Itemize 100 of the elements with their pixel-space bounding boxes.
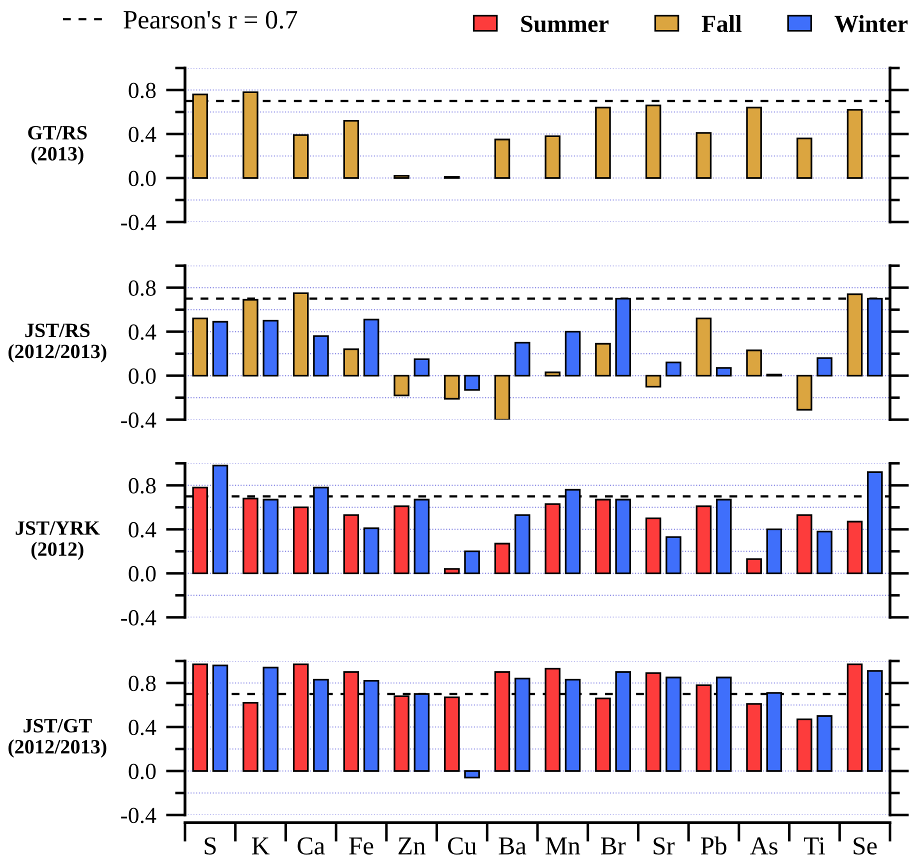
bar xyxy=(544,503,560,574)
bar xyxy=(544,372,560,376)
bar xyxy=(514,514,530,574)
bar xyxy=(666,362,682,376)
bar xyxy=(846,520,863,574)
bar xyxy=(494,138,510,179)
bar xyxy=(696,505,712,574)
bar xyxy=(494,374,510,420)
y-tick-label: 0.8 xyxy=(128,676,156,692)
bar xyxy=(766,528,782,574)
x-tick-label: Ba xyxy=(498,838,526,855)
y-tick-label: -0.4 xyxy=(121,610,156,626)
bar xyxy=(343,514,360,574)
y-tick-label: -0.4 xyxy=(121,808,156,824)
legend-label: Summer xyxy=(521,16,609,32)
bar xyxy=(816,357,832,376)
bar xyxy=(816,530,832,574)
y-axis-title: JST/RS (2012/2013) xyxy=(8,324,106,362)
bar xyxy=(444,374,460,400)
bar xyxy=(746,703,762,772)
bar xyxy=(867,471,883,574)
bar xyxy=(696,132,712,179)
bar xyxy=(414,358,430,376)
bar xyxy=(666,536,682,574)
y-tick-label: 0.0 xyxy=(128,170,156,186)
bar xyxy=(212,320,228,376)
bar xyxy=(494,542,510,574)
bar xyxy=(595,106,611,179)
bar xyxy=(212,464,228,574)
x-tick-label: As xyxy=(750,837,778,855)
bar xyxy=(746,106,762,179)
bar xyxy=(444,568,460,574)
bar xyxy=(343,120,360,179)
y-tick-label: 0.0 xyxy=(128,764,156,780)
bar xyxy=(696,684,712,772)
bar xyxy=(414,693,430,772)
bar xyxy=(292,134,309,179)
y-tick-label: 0.4 xyxy=(128,720,156,736)
legend-label: Pearson's r = 0.7 xyxy=(124,10,298,29)
bar xyxy=(394,174,410,179)
bar xyxy=(867,670,883,772)
x-tick-label: Cu xyxy=(448,837,477,855)
y-tick-label: 0.4 xyxy=(128,126,156,142)
bar xyxy=(595,342,611,376)
bar xyxy=(796,138,812,179)
y-tick-label: 0.8 xyxy=(128,478,156,494)
y-tick-label: 0.4 xyxy=(128,324,156,340)
bar xyxy=(796,374,812,411)
y-tick-label: 0.0 xyxy=(128,368,156,384)
bar xyxy=(394,374,410,396)
bar xyxy=(645,104,662,179)
y-axis-title: JST/YRK (2012) xyxy=(16,521,100,560)
bar xyxy=(645,374,662,388)
bar xyxy=(464,550,480,574)
x-tick-label: Ti xyxy=(804,837,825,854)
x-tick-label: Br xyxy=(600,838,626,854)
bar xyxy=(816,715,832,772)
bar xyxy=(846,108,863,179)
bar xyxy=(796,718,812,772)
bar xyxy=(464,770,480,778)
bar xyxy=(394,505,410,574)
bar xyxy=(514,342,530,376)
bar xyxy=(696,318,712,376)
legend-label: Fall xyxy=(702,14,742,32)
x-tick-label: Ca xyxy=(298,837,325,855)
y-tick-label: -0.4 xyxy=(121,412,156,428)
x-tick-label: K xyxy=(252,838,270,854)
y-tick-label: -0.4 xyxy=(121,214,156,230)
x-tick-label: S xyxy=(204,837,216,855)
bar xyxy=(242,91,258,179)
bar xyxy=(595,698,611,772)
bar xyxy=(716,367,732,376)
y-tick-label: 0.8 xyxy=(128,280,156,296)
bar xyxy=(796,514,812,574)
bar xyxy=(645,518,662,574)
bar xyxy=(262,320,278,376)
bar xyxy=(212,664,228,772)
bar xyxy=(746,350,762,376)
x-tick-label: Sr xyxy=(654,837,675,855)
y-tick-label: 0.0 xyxy=(128,566,156,582)
bar xyxy=(363,318,380,376)
x-tick-label: Mn xyxy=(546,838,580,854)
bar xyxy=(292,506,309,574)
y-axis-title: JST/GT (2012/2013) xyxy=(8,718,106,758)
bar xyxy=(746,558,762,574)
x-tick-label: Se xyxy=(854,837,877,855)
x-tick-label: Pb xyxy=(700,836,726,855)
bar xyxy=(615,671,631,772)
x-tick-label: Zn xyxy=(398,838,426,854)
bar xyxy=(192,318,208,376)
bar xyxy=(343,348,360,376)
y-axis-title: GT/RS (2013) xyxy=(28,126,87,165)
bar xyxy=(242,702,258,772)
y-tick-label: 0.4 xyxy=(128,522,156,538)
x-tick-label: Fe xyxy=(349,838,374,855)
bar xyxy=(464,374,480,391)
bar xyxy=(363,527,380,574)
y-tick-label: 0.8 xyxy=(128,82,156,98)
bar xyxy=(564,330,581,376)
bar xyxy=(544,135,560,179)
